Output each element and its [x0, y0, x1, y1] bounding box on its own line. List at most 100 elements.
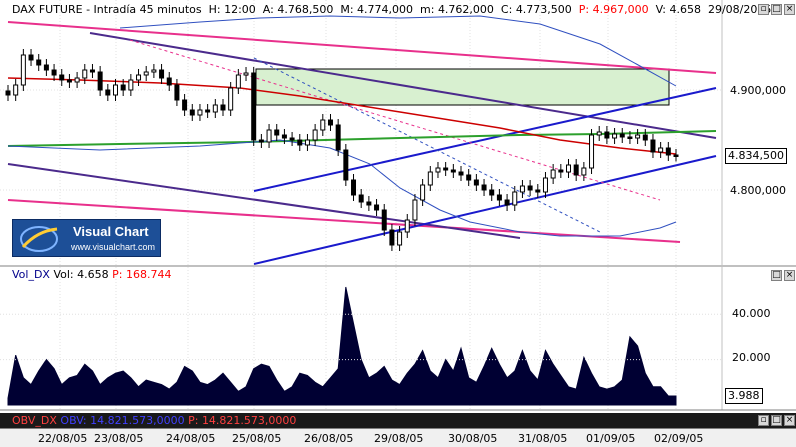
y-tick-label: 4.900,000 — [730, 84, 786, 97]
candle-body — [412, 199, 418, 221]
candle-body — [97, 71, 103, 91]
candle-body — [320, 119, 326, 131]
purple-channel-lower — [7, 163, 521, 239]
candlestick-series — [5, 49, 679, 251]
a-value: 4.768,500 — [277, 3, 334, 16]
x-tick-label: 24/08/05 — [166, 432, 216, 445]
candle-body — [535, 189, 541, 193]
close-label: C: — [500, 3, 513, 16]
candle-body — [251, 72, 257, 141]
obv-restore-icon[interactable]: ▫ — [758, 415, 769, 426]
obv-close-icon[interactable]: × — [784, 415, 795, 426]
candle-body — [13, 84, 19, 96]
candle-body — [243, 72, 249, 76]
candle-body — [89, 69, 95, 73]
candle-body — [450, 169, 456, 173]
vol-label: V: — [655, 3, 666, 16]
candle-body — [205, 109, 211, 113]
candle-body — [182, 99, 188, 111]
candle-body — [327, 119, 333, 126]
candle-body — [266, 129, 272, 143]
candle-body — [335, 124, 341, 151]
x-tick-label: 02/09/05 — [654, 432, 704, 445]
volume-close-icon[interactable]: × — [784, 270, 795, 281]
volume-p-label: P: — [112, 268, 123, 281]
dashed-projection-magenta — [129, 39, 661, 201]
candle-body — [5, 90, 11, 96]
candle-body — [420, 184, 426, 201]
candle-body — [542, 177, 548, 193]
max-label: M: — [340, 3, 354, 16]
symbol-label: DAX FUTURE — [12, 3, 83, 16]
volume-area — [0, 286, 722, 406]
candle-body — [159, 69, 165, 79]
close-icon[interactable]: × — [784, 4, 795, 15]
obv-maximize-icon[interactable]: □ — [771, 415, 782, 426]
volume-p-value: 168.744 — [125, 268, 172, 281]
min-value: 4.762,000 — [437, 3, 494, 16]
candle-body — [112, 84, 118, 96]
candle-body — [527, 185, 533, 191]
blue-channel-lower — [253, 155, 717, 265]
candle-body — [304, 139, 310, 146]
candle-body — [151, 69, 157, 73]
candle-body — [281, 134, 287, 139]
candle-body — [397, 231, 403, 246]
candle-body — [512, 191, 518, 206]
candle-body — [473, 179, 479, 186]
candle-body — [665, 147, 671, 156]
highlight-rectangle — [255, 68, 670, 106]
restore-icon[interactable]: ▫ — [758, 4, 769, 15]
x-tick-label: 25/08/05 — [232, 432, 282, 445]
a-label: A: — [262, 3, 274, 16]
candle-body — [128, 79, 134, 91]
candle-body — [136, 74, 142, 81]
volume-vol-label: Vol: — [53, 268, 74, 281]
interval-label: Intradía 45 minutos — [93, 3, 202, 16]
candle-body — [28, 54, 34, 61]
candle-body — [143, 71, 149, 76]
candle-body — [358, 194, 364, 203]
candle-body — [619, 133, 625, 138]
obv-p-label: P: — [188, 414, 199, 427]
bollinger-upper — [119, 15, 677, 87]
candle-body — [289, 137, 295, 141]
volume-y-tick: 40.000 — [732, 307, 771, 320]
candle-body — [550, 169, 556, 179]
candle-body — [481, 184, 487, 191]
logo-url: www.visualchart.com — [71, 242, 156, 252]
candle-body — [258, 139, 264, 143]
vol-value: 4.658 — [669, 3, 701, 16]
candle-body — [581, 167, 587, 176]
h-value: 12:00 — [224, 3, 256, 16]
candle-body — [351, 179, 357, 196]
candle-body — [174, 84, 180, 101]
candle-body — [312, 129, 318, 141]
maximize-icon[interactable]: □ — [771, 4, 782, 15]
candle-body — [74, 77, 80, 83]
candle-body — [612, 133, 618, 139]
magenta-channel-upper — [7, 21, 717, 74]
volume-maximize-icon[interactable]: □ — [771, 270, 782, 281]
p-value: 4.967,000 — [592, 3, 649, 16]
obv-header: OBV_DX OBV: 14.821.573,0000 P: 14.821.57… — [12, 414, 296, 427]
candle-body — [274, 129, 280, 136]
candle-body — [596, 131, 602, 136]
visual-chart-logo: Visual Chart www.visualchart.com — [12, 219, 161, 257]
bollinger-lower — [7, 139, 677, 237]
close-value: 4.773,500 — [515, 3, 572, 16]
purple-channel-upper — [89, 32, 717, 139]
candle-body — [466, 174, 472, 181]
obv-value: 14.821.573,0000 — [90, 414, 185, 427]
candle-body — [166, 77, 172, 86]
dashed-projection-blue — [253, 57, 601, 233]
volume-y-tick: 20.000 — [732, 351, 771, 364]
candle-body — [566, 164, 572, 173]
date-label: 29/08/2005 — [707, 3, 772, 16]
candle-body — [212, 104, 218, 113]
date-axis — [0, 428, 796, 447]
volume-area — [7, 286, 677, 406]
candle-body — [635, 134, 641, 139]
p-label: P: — [578, 3, 590, 16]
x-tick-label: 29/08/05 — [374, 432, 424, 445]
